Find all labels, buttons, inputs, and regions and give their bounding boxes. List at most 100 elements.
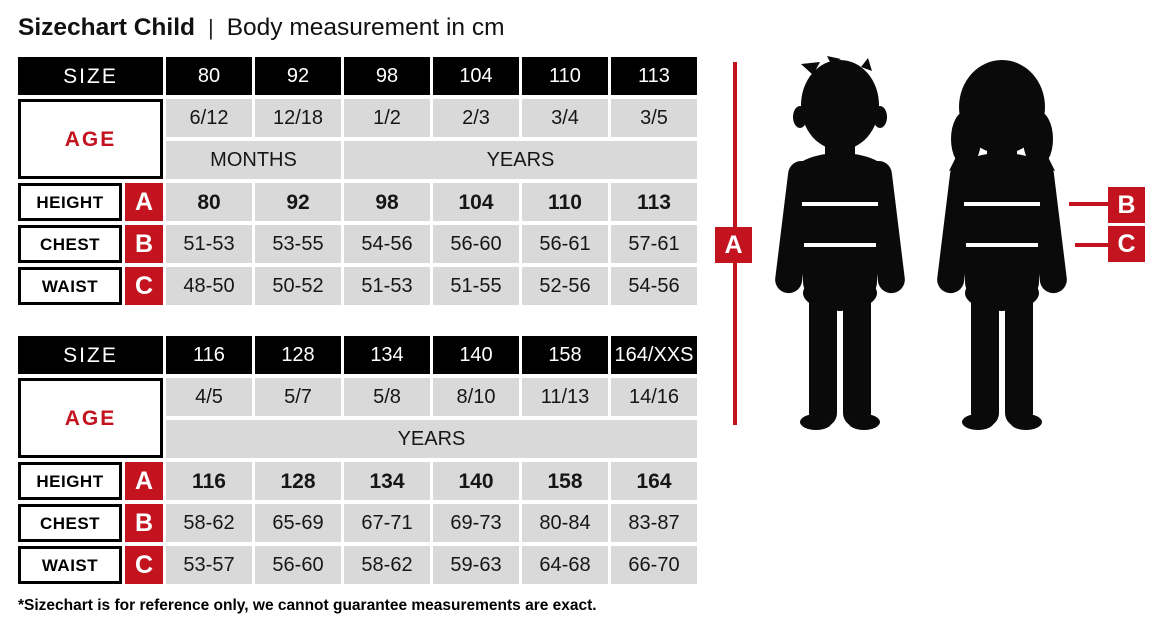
age-value-cell: 3/5 — [611, 99, 697, 137]
height-value-cell: 116 — [166, 462, 252, 500]
page-title-product: Sizechart Child — [18, 14, 195, 41]
chest-value-cell: 53-55 — [255, 225, 341, 263]
waist-value-cell: 50-52 — [255, 267, 341, 305]
measure-letter-b: B — [125, 504, 163, 542]
chest-value-cell: 80-84 — [522, 504, 608, 542]
boy-silhouette — [775, 56, 905, 430]
chest-measure-line-girl — [964, 202, 1040, 206]
chest-value-cell: 56-61 — [522, 225, 608, 263]
waist-guide-line — [1075, 243, 1108, 247]
age-value-cell: 8/10 — [433, 378, 519, 416]
height-value-cell: 104 — [433, 183, 519, 221]
chest-value-cell: 67-71 — [344, 504, 430, 542]
size-value-cell: 92 — [255, 57, 341, 95]
age-value-cell: 5/8 — [344, 378, 430, 416]
age-value-cell: 5/7 — [255, 378, 341, 416]
chest-value-cell: 56-60 — [433, 225, 519, 263]
chest-guide-line — [1069, 202, 1108, 206]
measure-letter-a: A — [125, 183, 163, 221]
age-value-cell: 1/2 — [344, 99, 430, 137]
size-value-cell: 110 — [522, 57, 608, 95]
size-value-cell: 113 — [611, 57, 697, 95]
measure-label-height: HEIGHT — [18, 183, 122, 221]
unit-cell-years: YEARS — [166, 420, 697, 458]
marker-a-badge: A — [715, 227, 752, 263]
chest-value-cell: 65-69 — [255, 504, 341, 542]
height-value-cell: 134 — [344, 462, 430, 500]
waist-value-cell: 59-63 — [433, 546, 519, 584]
size-value-cell: 98 — [344, 57, 430, 95]
waist-value-cell: 64-68 — [522, 546, 608, 584]
size-value-cell: 116 — [166, 336, 252, 374]
age-value-cell: 3/4 — [522, 99, 608, 137]
waist-measure-line-boy — [804, 243, 876, 247]
age-value-cell: 14/16 — [611, 378, 697, 416]
waist-value-cell: 52-56 — [522, 267, 608, 305]
waist-value-cell: 48-50 — [166, 267, 252, 305]
waist-value-cell: 51-55 — [433, 267, 519, 305]
height-value-cell: 140 — [433, 462, 519, 500]
size-header-cell: SIZE — [18, 336, 163, 374]
waist-value-cell: 54-56 — [611, 267, 697, 305]
page-title-subtitle: Body measurement in cm — [226, 14, 505, 41]
chest-value-cell: 83-87 — [611, 504, 697, 542]
height-value-cell: 80 — [166, 183, 252, 221]
unit-cell-years: YEARS — [344, 141, 697, 179]
chest-value-cell: 51-53 — [166, 225, 252, 263]
age-value-cell: 12/18 — [255, 99, 341, 137]
size-value-cell: 140 — [433, 336, 519, 374]
age-value-cell: 6/12 — [166, 99, 252, 137]
marker-b-badge: B — [1108, 187, 1145, 223]
measure-label-height: HEIGHT — [18, 462, 122, 500]
size-value-cell: 128 — [255, 336, 341, 374]
size-value-cell: 158 — [522, 336, 608, 374]
waist-value-cell: 56-60 — [255, 546, 341, 584]
chest-value-cell: 54-56 — [344, 225, 430, 263]
chest-value-cell: 58-62 — [166, 504, 252, 542]
chest-value-cell: 69-73 — [433, 504, 519, 542]
height-value-cell: 110 — [522, 183, 608, 221]
marker-c-badge: C — [1108, 226, 1145, 262]
height-value-cell: 92 — [255, 183, 341, 221]
waist-value-cell: 66-70 — [611, 546, 697, 584]
footnote: *Sizechart is for reference only, we can… — [18, 597, 597, 614]
size-value-cell: 134 — [344, 336, 430, 374]
unit-cell-months: MONTHS — [166, 141, 341, 179]
chest-value-cell: 57-61 — [611, 225, 697, 263]
page-title: Sizechart Child | Body measurement in cm — [18, 14, 697, 42]
waist-value-cell: 53-57 — [166, 546, 252, 584]
measure-label-waist: WAIST — [18, 546, 122, 584]
waist-value-cell: 51-53 — [344, 267, 430, 305]
measure-letter-c: C — [125, 267, 163, 305]
size-value-cell: 104 — [433, 57, 519, 95]
waist-value-cell: 58-62 — [344, 546, 430, 584]
measure-letter-c: C — [125, 546, 163, 584]
age-value-cell: 2/3 — [433, 99, 519, 137]
height-value-cell: 128 — [255, 462, 341, 500]
size-value-cell: 164/XXS — [611, 336, 697, 374]
age-value-cell: 11/13 — [522, 378, 608, 416]
sizechart-content: Sizechart Child | Body measurement in cm… — [18, 0, 697, 615]
height-value-cell: 113 — [611, 183, 697, 221]
size-table-large: SIZE 116 128 134 140 158 164/XXS AGE 4/5… — [18, 336, 697, 584]
girl-silhouette — [937, 60, 1067, 430]
size-table-small: SIZE 80 92 98 104 110 113 AGE 6/12 12/18… — [18, 57, 697, 305]
waist-measure-line-girl — [966, 243, 1038, 247]
size-header-cell: SIZE — [18, 57, 163, 95]
measure-label-chest: CHEST — [18, 504, 122, 542]
height-value-cell: 164 — [611, 462, 697, 500]
measure-letter-b: B — [125, 225, 163, 263]
chest-measure-line-boy — [802, 202, 878, 206]
age-header-cell: AGE — [18, 99, 163, 179]
age-header-cell: AGE — [18, 378, 163, 458]
height-value-cell: 158 — [522, 462, 608, 500]
child-figures — [775, 56, 1067, 430]
title-separator: | — [207, 15, 214, 40]
height-value-cell: 98 — [344, 183, 430, 221]
measure-label-chest: CHEST — [18, 225, 122, 263]
measurement-diagram: A B C — [715, 55, 1165, 450]
size-value-cell: 80 — [166, 57, 252, 95]
measure-label-waist: WAIST — [18, 267, 122, 305]
measure-letter-a: A — [125, 462, 163, 500]
age-value-cell: 4/5 — [166, 378, 252, 416]
